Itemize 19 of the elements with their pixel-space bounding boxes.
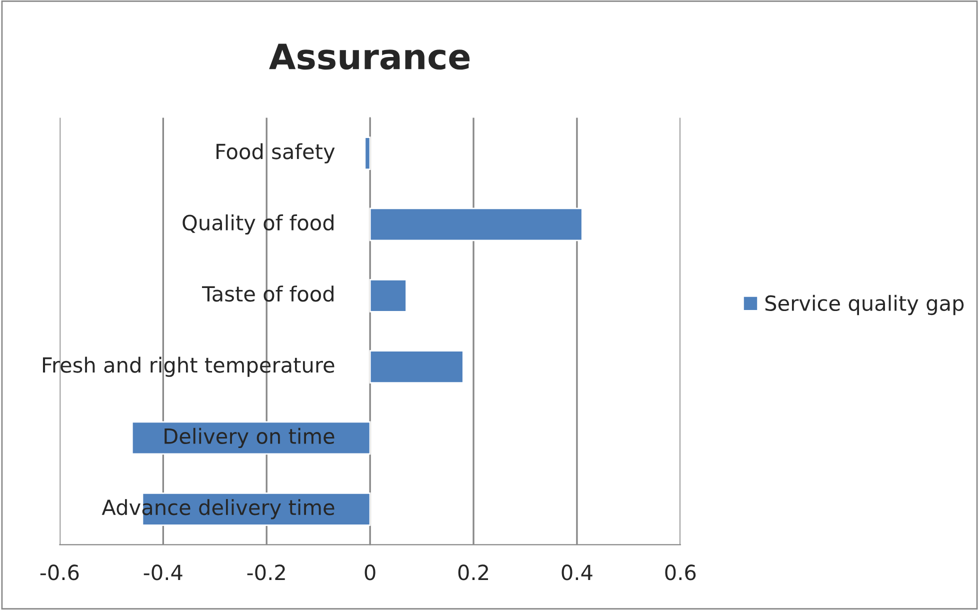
x-tick-label: 0 xyxy=(364,564,376,580)
x-tick-label: 0.6 xyxy=(665,564,696,580)
x-tick-label: 0.4 xyxy=(562,564,592,580)
y-tick-label: Quality of food xyxy=(182,214,334,235)
bar xyxy=(369,278,407,312)
bar xyxy=(364,136,371,170)
y-tick-label: Food safety xyxy=(216,143,335,164)
y-tick-label: Taste of food xyxy=(202,286,334,302)
x-tick-label: -0.4 xyxy=(144,564,182,580)
x-tick-label: 0.2 xyxy=(458,564,488,580)
bar xyxy=(369,208,583,242)
bar xyxy=(131,421,371,455)
x-tick-label: -0.6 xyxy=(40,564,79,580)
y-tick-label: Fresh and right temperature xyxy=(42,356,334,377)
legend-label: Service quality gap xyxy=(765,294,964,316)
bar xyxy=(369,350,464,384)
x-tick-label: -0.2 xyxy=(247,564,285,580)
y-tick-label: Delivery on time xyxy=(164,428,334,448)
chart-title: Assurance xyxy=(269,44,470,70)
